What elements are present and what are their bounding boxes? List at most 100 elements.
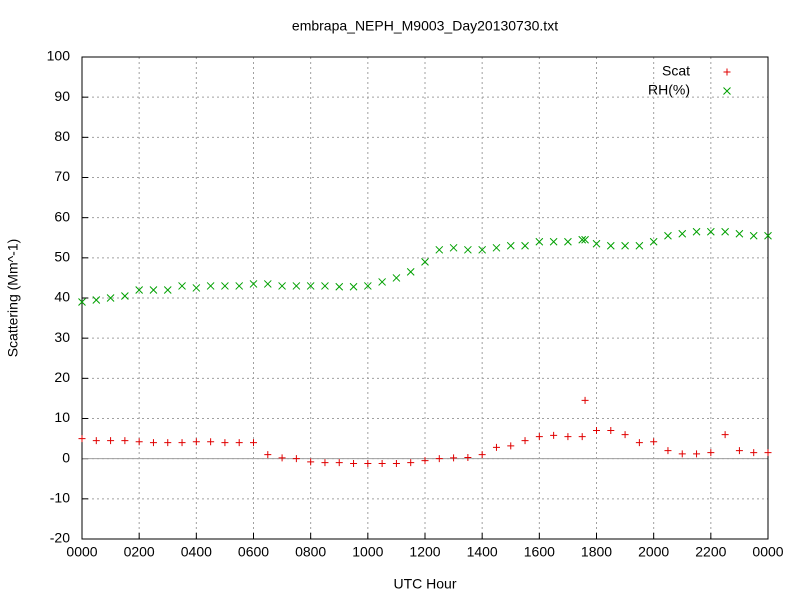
data-point [378, 459, 386, 467]
data-point [735, 447, 743, 455]
data-point [507, 442, 515, 450]
data-point [78, 298, 86, 306]
data-point [521, 241, 529, 250]
data-point [678, 450, 686, 458]
data-point [581, 235, 589, 244]
data-point [207, 438, 215, 446]
data-point [421, 257, 429, 266]
data-point [363, 282, 372, 290]
data-point [678, 229, 687, 238]
data-point [321, 459, 329, 467]
data-point [464, 245, 472, 254]
data-point [535, 237, 544, 246]
data-point [264, 451, 272, 459]
data-point [635, 241, 644, 250]
data-point [149, 439, 157, 447]
data-point [564, 433, 572, 441]
data-point [250, 439, 257, 447]
data-point [706, 227, 715, 236]
x-tick-label: 1200 [409, 544, 440, 560]
data-point [478, 451, 486, 459]
data-point [692, 227, 701, 236]
data-point [192, 438, 200, 446]
data-point [178, 282, 186, 290]
data-point [535, 433, 543, 441]
legend-label: RH(%) [648, 82, 690, 98]
data-point [121, 292, 129, 300]
data-point [107, 437, 115, 445]
data-point [392, 459, 400, 467]
data-point [593, 427, 600, 435]
data-point [292, 282, 301, 290]
data-point [635, 439, 643, 447]
data-point [492, 243, 501, 252]
data-point [321, 282, 329, 290]
data-point [406, 268, 415, 276]
data-point [607, 427, 615, 435]
y-tick-label: -20 [50, 530, 70, 546]
y-tick-label: 50 [54, 249, 70, 265]
x-tick-label: 1600 [524, 544, 555, 560]
x-tick-label: 0000 [752, 544, 783, 560]
data-point [578, 433, 586, 441]
y-tick-label: 40 [54, 289, 70, 305]
data-point [749, 231, 758, 240]
data-point [135, 438, 143, 446]
data-point [735, 229, 744, 238]
data-point [606, 241, 615, 250]
x-tick-label: 1000 [352, 544, 383, 560]
y-tick-label: 60 [54, 208, 70, 224]
data-point [378, 278, 386, 286]
data-point [335, 282, 344, 291]
data-point [121, 437, 129, 445]
data-point [164, 439, 172, 447]
data-point [221, 282, 229, 290]
x-tick-label: 1400 [467, 544, 498, 560]
y-tick-label: 10 [54, 409, 70, 425]
data-point [449, 243, 458, 252]
data-point [721, 227, 729, 236]
data-point [478, 245, 487, 254]
data-point [764, 231, 772, 240]
data-point [92, 437, 100, 445]
data-point [421, 457, 429, 465]
data-point [707, 449, 715, 457]
data-point [664, 231, 672, 240]
y-tick-label: 20 [54, 369, 70, 385]
data-point [78, 435, 86, 443]
data-point [235, 282, 244, 290]
data-point [292, 455, 300, 463]
x-tick-label: 0600 [238, 544, 269, 560]
data-point [349, 282, 358, 291]
data-point [149, 286, 158, 294]
data-point [550, 431, 558, 439]
data-point [407, 459, 415, 467]
data-point [764, 449, 772, 457]
plot-frame [81, 56, 769, 540]
legend-label: Scat [662, 63, 690, 79]
y-tick-label: 30 [54, 329, 70, 345]
y-tick-label: -10 [50, 490, 70, 506]
data-point [192, 284, 201, 292]
data-point [464, 453, 472, 461]
data-point [163, 286, 172, 294]
data-point [649, 237, 658, 246]
chart-title: embrapa_NEPH_M9003_Day20130730.txt [292, 18, 558, 34]
data-point [664, 447, 672, 455]
x-tick-label: 0400 [181, 544, 212, 560]
data-point [278, 282, 286, 290]
x-tick-label: 2200 [695, 544, 726, 560]
x-axis-label: UTC Hour [393, 576, 456, 592]
data-point [178, 439, 186, 447]
data-point [492, 443, 500, 451]
data-point [206, 282, 215, 290]
data-point [435, 455, 443, 463]
data-point [306, 282, 315, 290]
data-point [235, 439, 243, 447]
data-point [221, 439, 229, 447]
x-tick-label: 0800 [295, 544, 326, 560]
data-point [135, 286, 144, 294]
